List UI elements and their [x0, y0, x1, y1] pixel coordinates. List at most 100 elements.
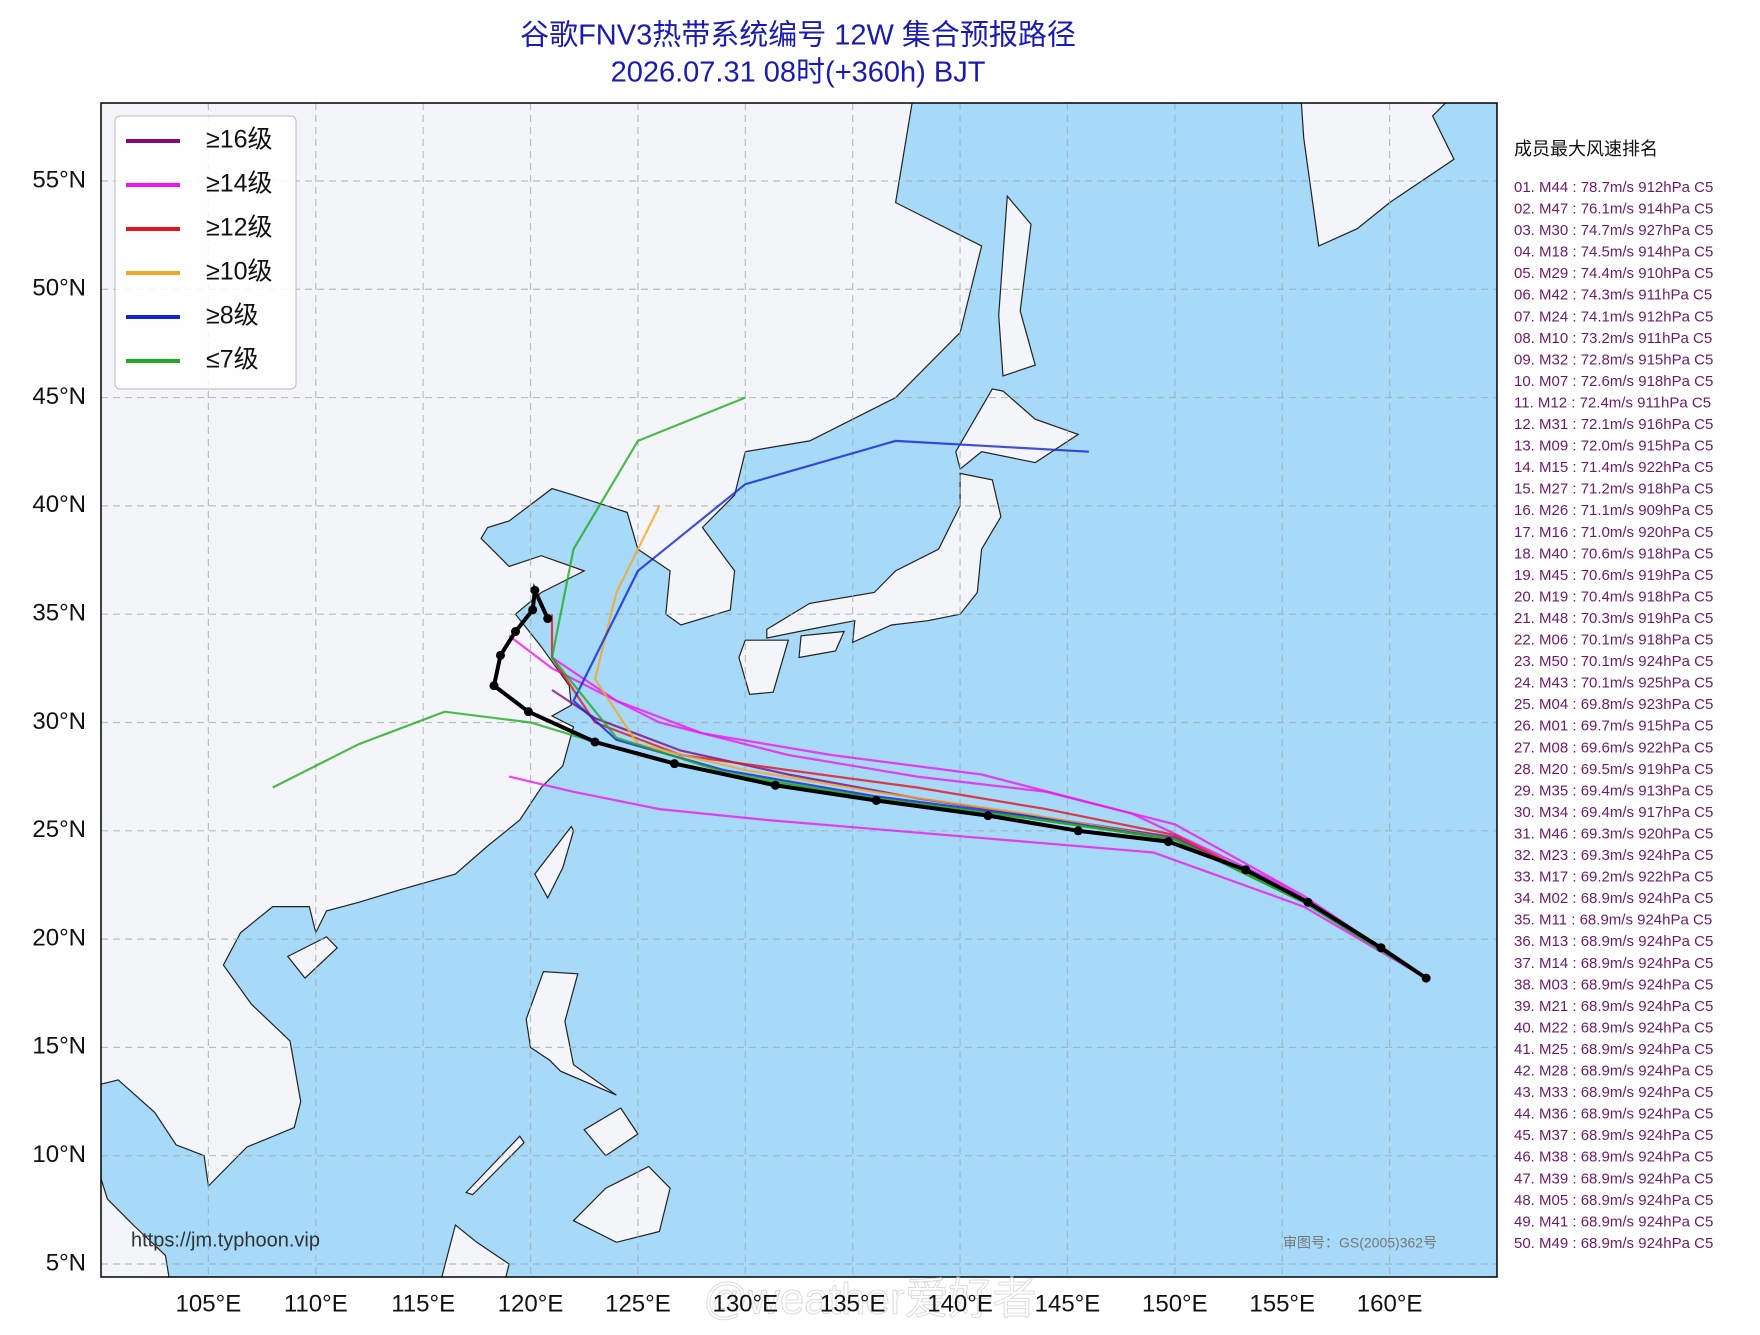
y-tick-label: 20°N: [32, 924, 86, 951]
landmass: [525, 970, 617, 1096]
mean-track-point: [1241, 865, 1251, 875]
ranking-entry: 24. M43 : 70.1m/s 925hPa C5: [1514, 675, 1713, 692]
mean-track-point: [590, 737, 600, 747]
ranking-entry: 45. M37 : 68.9m/s 924hPa C5: [1514, 1127, 1713, 1144]
landmass: [798, 630, 846, 659]
member-track: [508, 775, 1427, 980]
land-layer: [101, 103, 1455, 1277]
ranking-entry: 08. M10 : 73.2m/s 911hPa C5: [1514, 330, 1712, 347]
mean-track-point: [489, 681, 499, 691]
track-layer: [272, 396, 1431, 983]
ranking-entry: 17. M16 : 71.0m/s 920hPa C5: [1514, 524, 1713, 541]
y-tick-label: 55°N: [32, 166, 86, 193]
ranking-entry: 39. M21 : 68.9m/s 924hPa C5: [1514, 998, 1713, 1015]
ranking-entry: 27. M08 : 69.6m/s 922hPa C5: [1514, 739, 1713, 756]
legend-label: ≤7级: [206, 346, 259, 374]
x-tick-label: 125°E: [605, 1290, 671, 1317]
map-frame: [100, 102, 1498, 1278]
y-tick-label: 50°N: [32, 275, 86, 302]
ranking-entry: 32. M23 : 69.3m/s 924hPa C5: [1514, 847, 1713, 864]
legend-label: ≥10级: [206, 258, 273, 286]
ranking-entry: 49. M41 : 68.9m/s 924hPa C5: [1514, 1213, 1713, 1230]
mean-track-point: [871, 795, 881, 805]
ranking-entry: 09. M32 : 72.8m/s 915hPa C5: [1514, 351, 1713, 368]
ranking-entry: 14. M15 : 71.4m/s 922hPa C5: [1514, 459, 1713, 476]
ranking-entry: 47. M39 : 68.9m/s 924hPa C5: [1514, 1170, 1713, 1187]
mean-track-point: [770, 780, 780, 790]
x-tick-label: 155°E: [1249, 1290, 1315, 1317]
x-tick-label: 135°E: [820, 1290, 886, 1317]
approval-number: 审图号：GS(2005)362号: [1283, 1235, 1437, 1251]
x-tick-label: 115°E: [391, 1290, 455, 1317]
ranking-entry: 05. M29 : 74.4m/s 910hPa C5: [1514, 265, 1713, 282]
ranking-list: 01. M44 : 78.7m/s 912hPa C5 02. M47 : 76.…: [1514, 179, 1713, 1252]
ranking-entry: 34. M02 : 68.9m/s 924hPa C5: [1514, 890, 1713, 907]
ranking-entry: 28. M20 : 69.5m/s 919hPa C5: [1514, 761, 1713, 778]
mean-track-point: [523, 707, 533, 717]
y-tick-label: 10°N: [32, 1141, 86, 1168]
x-tick-label: 150°E: [1142, 1290, 1208, 1317]
ranking-entry: 23. M50 : 70.1m/s 924hPa C5: [1514, 653, 1713, 670]
ranking-entry: 26. M01 : 69.7m/s 915hPa C5: [1514, 718, 1713, 735]
ranking-entry: 43. M33 : 68.9m/s 924hPa C5: [1514, 1084, 1713, 1101]
mean-track-point: [528, 605, 538, 615]
landmass: [465, 1135, 525, 1196]
mean-track-point: [1303, 897, 1313, 907]
y-tick-label: 30°N: [32, 708, 86, 735]
ranking-entry: 15. M27 : 71.2m/s 918hPa C5: [1514, 481, 1713, 498]
x-tick-label: 140°E: [927, 1290, 993, 1317]
y-tick-label: 40°N: [32, 491, 86, 518]
landmass: [441, 1223, 510, 1277]
mean-track-point: [543, 614, 553, 624]
mean-track-point: [1376, 943, 1386, 953]
mean-track: [491, 582, 1428, 980]
landmass: [583, 1107, 639, 1157]
ranking-entry: 04. M18 : 74.5m/s 914hPa C5: [1514, 244, 1713, 261]
y-tick-label: 5°N: [46, 1249, 86, 1276]
x-tick-label: 130°E: [712, 1290, 778, 1317]
landmass: [534, 825, 575, 900]
y-tick-label: 25°N: [32, 816, 86, 843]
mean-track-point: [983, 811, 993, 821]
ranking-entry: 13. M09 : 72.0m/s 915hPa C5: [1514, 438, 1713, 455]
member-track: [551, 656, 1427, 980]
ranking-entry: 50. M49 : 68.9m/s 924hPa C5: [1514, 1235, 1713, 1252]
ranking-entry: 07. M24 : 74.1m/s 912hPa C5: [1514, 308, 1713, 325]
y-tick-label: 15°N: [32, 1033, 86, 1060]
ranking-entry: 46. M38 : 68.9m/s 924hPa C5: [1514, 1149, 1713, 1166]
ranking-entry: 37. M14 : 68.9m/s 924hPa C5: [1514, 955, 1713, 972]
landmass: [766, 472, 1002, 644]
x-tick-label: 105°E: [176, 1290, 242, 1317]
x-tick-label: 110°E: [284, 1290, 348, 1317]
ranking-entry: 03. M30 : 74.7m/s 927hPa C5: [1514, 222, 1713, 239]
ranking-entry: 22. M06 : 70.1m/s 918hPa C5: [1514, 632, 1713, 649]
legend-label: ≥12级: [206, 214, 273, 242]
member-track: [508, 634, 1427, 980]
legend-label: ≥16级: [206, 126, 273, 154]
ranking-entry: 19. M45 : 70.6m/s 919hPa C5: [1514, 567, 1713, 584]
mean-track-point: [1421, 973, 1431, 983]
subtitle: 2026.07.31 08时(+360h) BJT: [611, 56, 986, 89]
mean-track-point: [1163, 837, 1173, 847]
ranking-entry: 29. M35 : 69.4m/s 913hPa C5: [1514, 782, 1713, 799]
legend-label: ≥14级: [206, 170, 273, 198]
ranking-entry: 40. M22 : 68.9m/s 924hPa C5: [1514, 1019, 1713, 1036]
mean-track-point: [669, 759, 679, 769]
y-tick-label: 35°N: [32, 600, 86, 627]
mean-track-point: [530, 585, 540, 595]
x-tick-label: 145°E: [1035, 1290, 1101, 1317]
ranking-entry: 41. M25 : 68.9m/s 924hPa C5: [1514, 1041, 1713, 1058]
ranking-entry: 18. M40 : 70.6m/s 918hPa C5: [1514, 545, 1713, 562]
title: 谷歌FNV3热带系统编号 12W 集合预报路径: [520, 19, 1076, 52]
ranking-entry: 10. M07 : 72.6m/s 918hPa C5: [1514, 373, 1713, 390]
landmass: [101, 103, 983, 1277]
landmass: [738, 639, 790, 695]
ranking-entry: 30. M34 : 69.4m/s 917hPa C5: [1514, 804, 1713, 821]
source-url: https://jm.typhoon.vip: [131, 1229, 320, 1251]
ranking-entry: 36. M13 : 68.9m/s 924hPa C5: [1514, 933, 1713, 950]
ranking-entry: 20. M19 : 70.4m/s 918hPa C5: [1514, 588, 1713, 605]
ranking-entry: 11. M12 : 72.4m/s 911hPa C5: [1514, 394, 1711, 411]
landmass: [998, 194, 1036, 377]
landmass: [286, 936, 339, 979]
